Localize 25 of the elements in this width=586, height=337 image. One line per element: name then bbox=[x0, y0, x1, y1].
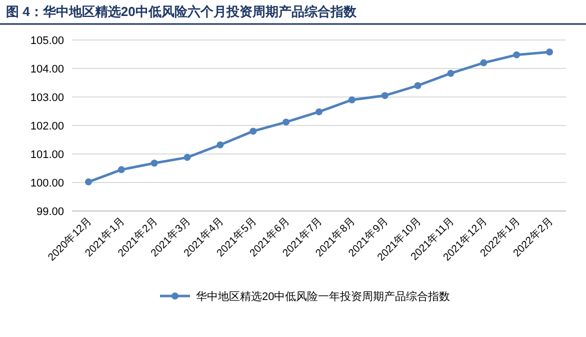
y-tick-label: 103.00 bbox=[30, 92, 64, 104]
point bbox=[118, 166, 125, 174]
y-tick-label: 101.00 bbox=[30, 149, 64, 161]
y-tick-label: 105.00 bbox=[30, 35, 64, 47]
point bbox=[184, 154, 191, 161]
point bbox=[381, 92, 388, 100]
point bbox=[150, 160, 158, 167]
legend: 华中地区精选20中低风险一年投资周期产品综合指数 bbox=[160, 291, 450, 303]
point bbox=[480, 59, 488, 66]
point bbox=[348, 96, 356, 104]
y-tick-label: 100.00 bbox=[30, 178, 64, 190]
y-tick-label: 99.00 bbox=[36, 206, 64, 218]
y-tick-label: 104.00 bbox=[30, 64, 64, 76]
point bbox=[447, 70, 454, 77]
point bbox=[216, 141, 224, 148]
point bbox=[84, 178, 92, 186]
point bbox=[316, 108, 322, 116]
chart-title: 图 4：华中地区精选20中低风险六个月投资周期产品综合指数 bbox=[6, 4, 358, 19]
point bbox=[282, 118, 290, 126]
point bbox=[414, 82, 422, 90]
point bbox=[250, 128, 257, 135]
point bbox=[546, 48, 554, 56]
point bbox=[513, 51, 520, 58]
legend-label: 华中地区精选20中低风险一年投资周期产品综合指数 bbox=[196, 290, 450, 303]
y-tick-label: 102.00 bbox=[30, 120, 64, 132]
